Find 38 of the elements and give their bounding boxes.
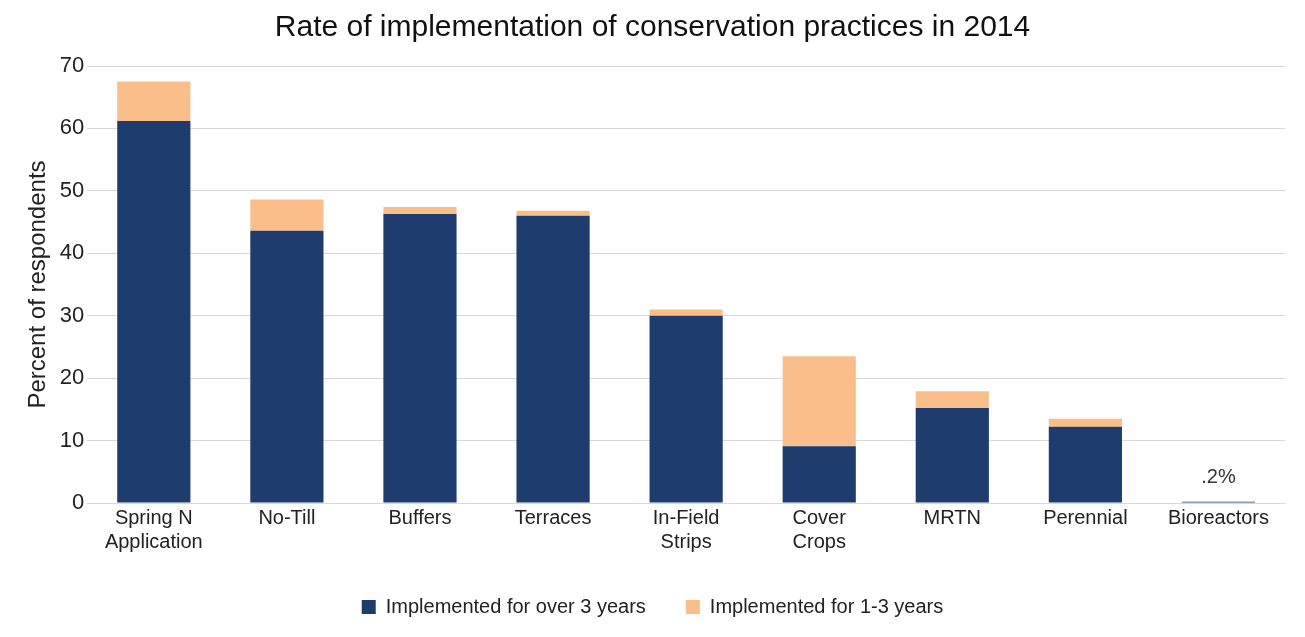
bar: [117, 120, 191, 503]
y-tick-label: 70: [59, 52, 85, 78]
x-tick-label: Bioreactors: [1167, 505, 1270, 528]
bar: [516, 210, 590, 216]
y-tick-label: 30: [59, 301, 85, 327]
x-tick-label: In-Field Strips: [652, 505, 720, 552]
bar: [516, 215, 590, 503]
x-tick-label: Cover Crops: [792, 505, 847, 552]
bar: [1048, 418, 1122, 427]
x-tick-label: MRTN: [923, 505, 981, 528]
bar: [383, 213, 457, 503]
x-tick-label: Perennial: [1043, 505, 1128, 528]
y-tick-label: 40: [59, 239, 85, 265]
y-tick-label: 0: [72, 489, 85, 515]
bar: [1048, 426, 1122, 503]
bar: [383, 207, 457, 214]
x-tick-label: No-Till: [258, 505, 316, 528]
annotation: .2%: [1201, 465, 1236, 488]
y-tick-label: 20: [59, 364, 85, 390]
chart-title: Rate of implementation of conservation practices in 2014: [274, 9, 1031, 43]
x-tick-label: Buffers: [388, 505, 452, 528]
bar: [915, 391, 989, 409]
y-axis-title: Percent of respondents: [23, 160, 51, 409]
legend-label: Implemented for 1-3 years: [709, 594, 944, 617]
bar: [782, 356, 856, 447]
bar: [117, 81, 191, 121]
x-tick-label: Spring N Application: [104, 505, 203, 552]
bar: [250, 230, 324, 503]
y-tick-label: 10: [59, 426, 85, 452]
y-tick-label: 60: [59, 114, 85, 140]
bar: [250, 199, 324, 231]
legend-label: Implemented for over 3 years: [385, 594, 646, 617]
bar: [649, 315, 723, 503]
bar: [782, 446, 856, 503]
x-tick-label: Terraces: [514, 505, 592, 528]
bar: [915, 408, 989, 503]
y-tick-label: 50: [59, 176, 85, 202]
bar: [649, 309, 723, 316]
